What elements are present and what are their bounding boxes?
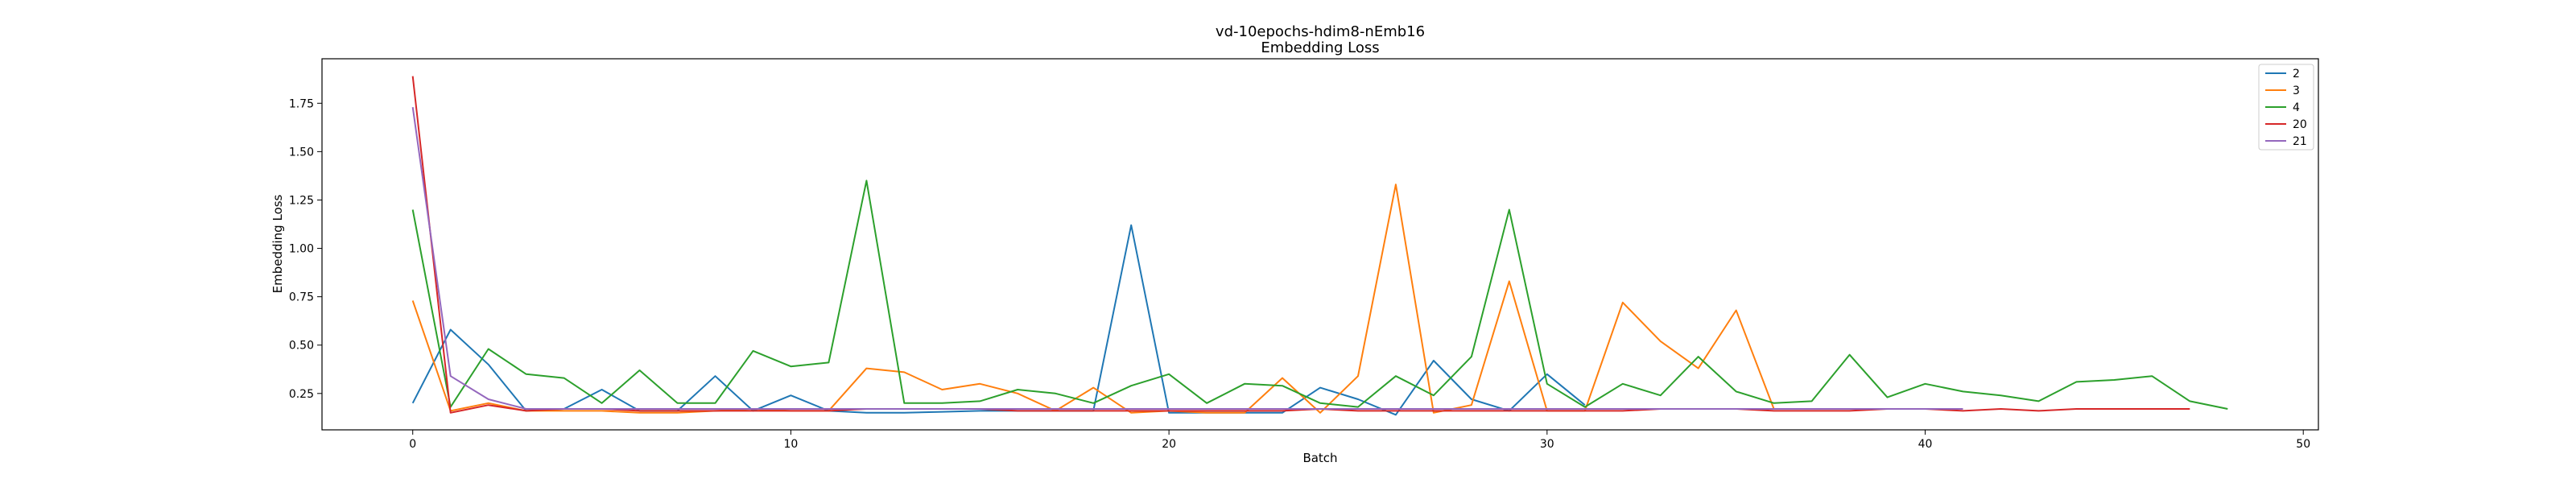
plot-frame: [321, 58, 2319, 431]
y-tick-label: 1.25: [289, 194, 314, 207]
x-tick-label: 10: [784, 438, 799, 451]
y-tick-label: 1.50: [289, 146, 314, 159]
series-line-2: [411, 224, 1586, 416]
x-tick-label: 30: [1540, 438, 1554, 451]
y-axis-ticks: 0.25 0.50 0.75 1.00 1.25 1.50 1.75: [289, 97, 322, 401]
x-tick-label: 0: [409, 438, 416, 451]
x-axis-ticks: 0 10 20 30 40 50: [409, 430, 2310, 451]
legend-label-20: 20: [2293, 118, 2307, 131]
y-tick-label: 1.00: [289, 243, 314, 256]
y-axis-label: Embedding Loss: [270, 194, 285, 293]
series-line-3: [411, 184, 1775, 414]
x-axis-label: Batch: [1302, 451, 1337, 465]
legend: 2 3 4 20 21: [2258, 64, 2314, 151]
series-line-21: [411, 106, 1963, 410]
y-tick-label: 0.50: [289, 340, 314, 353]
x-tick-label: 20: [1162, 438, 1176, 451]
legend-label-3: 3: [2293, 85, 2300, 97]
y-tick-label: 0.75: [289, 291, 314, 304]
x-tick-label: 40: [1918, 438, 1933, 451]
series-line-20: [411, 76, 2190, 414]
legend-label-2: 2: [2293, 68, 2300, 80]
series-layer: [411, 76, 2228, 416]
legend-label-4: 4: [2293, 101, 2300, 114]
y-tick-label: 0.25: [289, 388, 314, 401]
chart-title: vd-10epochs-hdim8-nEmb16: [1216, 23, 1425, 40]
legend-label-21: 21: [2293, 135, 2307, 148]
chart-subtitle: Embedding Loss: [1261, 39, 1379, 56]
x-tick-label: 50: [2296, 438, 2310, 451]
series-line-4: [411, 180, 2228, 410]
y-tick-label: 1.75: [289, 97, 314, 110]
